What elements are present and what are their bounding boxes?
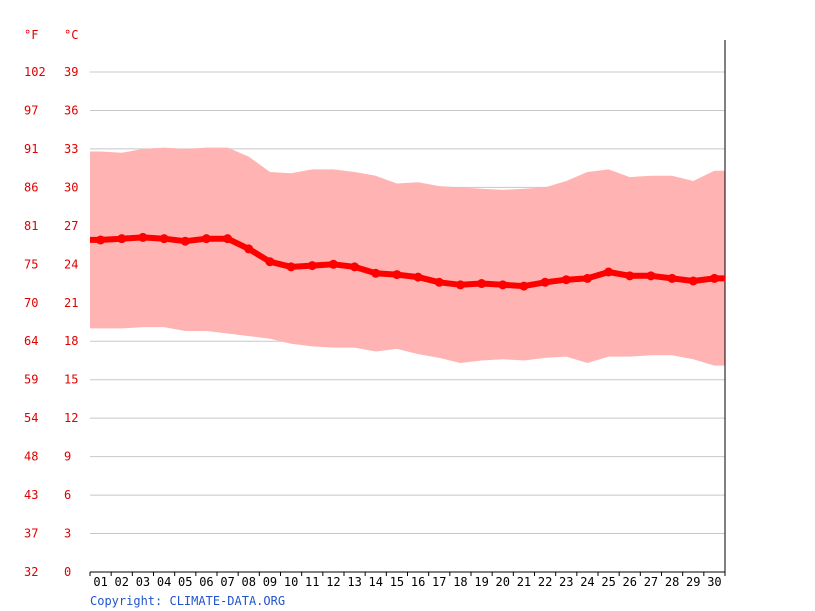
- axes: [89, 40, 726, 576]
- data-point: [307, 261, 317, 271]
- y-tick-celsius: 21: [64, 296, 78, 310]
- data-point: [455, 280, 465, 290]
- x-tick-label: 16: [411, 575, 425, 589]
- x-tick-label: 11: [305, 575, 319, 589]
- data-point: [244, 244, 254, 254]
- data-point: [201, 234, 211, 244]
- data-point: [159, 234, 169, 244]
- y-tick-celsius: 15: [64, 373, 78, 387]
- unit-celsius-label: °C: [64, 28, 78, 42]
- x-tick-label: 08: [242, 575, 256, 589]
- x-tick-label: 18: [453, 575, 467, 589]
- y-tick-fahrenheit: 37: [24, 527, 38, 541]
- data-point: [350, 262, 360, 272]
- y-tick-celsius: 27: [64, 219, 78, 233]
- x-tick-label: 27: [644, 575, 658, 589]
- data-point: [709, 273, 719, 283]
- axis-labels: 3910236973391308627812475217018641559125…: [24, 65, 722, 589]
- x-tick-label: 10: [284, 575, 298, 589]
- data-point: [519, 281, 529, 291]
- x-tick-label: 30: [707, 575, 721, 589]
- data-point: [117, 234, 127, 244]
- data-point: [413, 272, 423, 282]
- x-tick-label: 29: [686, 575, 700, 589]
- x-tick-label: 24: [580, 575, 594, 589]
- data-point: [371, 268, 381, 278]
- x-tick-label: 03: [136, 575, 150, 589]
- y-tick-celsius: 30: [64, 180, 78, 194]
- mean-temperature-points: [96, 232, 719, 291]
- data-point: [667, 273, 677, 283]
- data-point: [392, 270, 402, 280]
- x-tick-label: 23: [559, 575, 573, 589]
- y-tick-fahrenheit: 64: [24, 334, 38, 348]
- y-tick-celsius: 9: [64, 450, 71, 464]
- data-point: [223, 234, 233, 244]
- y-tick-fahrenheit: 48: [24, 450, 38, 464]
- y-tick-fahrenheit: 54: [24, 411, 38, 425]
- y-tick-celsius: 33: [64, 142, 78, 156]
- x-tick-label: 20: [496, 575, 510, 589]
- x-tick-label: 04: [157, 575, 171, 589]
- x-tick-label: 21: [517, 575, 531, 589]
- data-point: [561, 275, 571, 285]
- x-tick-label: 05: [178, 575, 192, 589]
- data-point: [434, 277, 444, 287]
- data-point: [477, 279, 487, 289]
- y-tick-fahrenheit: 75: [24, 257, 38, 271]
- temperature-range-band: [90, 147, 725, 366]
- y-tick-celsius: 24: [64, 257, 78, 271]
- data-point: [582, 273, 592, 283]
- data-point: [96, 235, 106, 245]
- x-tick-label: 26: [623, 575, 637, 589]
- y-tick-fahrenheit: 97: [24, 103, 38, 117]
- y-tick-celsius: 6: [64, 488, 71, 502]
- copyright-text[interactable]: Copyright: CLIMATE-DATA.ORG: [90, 594, 285, 608]
- data-point: [646, 271, 656, 281]
- x-tick-label: 25: [601, 575, 615, 589]
- y-tick-fahrenheit: 81: [24, 219, 38, 233]
- x-tick-label: 14: [369, 575, 383, 589]
- x-tick-label: 07: [220, 575, 234, 589]
- x-tick-label: 01: [93, 575, 107, 589]
- x-tick-label: 15: [390, 575, 404, 589]
- data-point: [498, 280, 508, 290]
- y-tick-celsius: 39: [64, 65, 78, 79]
- x-tick-label: 22: [538, 575, 552, 589]
- y-tick-celsius: 12: [64, 411, 78, 425]
- y-tick-fahrenheit: 102: [24, 65, 46, 79]
- y-tick-fahrenheit: 91: [24, 142, 38, 156]
- data-point: [328, 259, 338, 269]
- data-point: [604, 267, 614, 277]
- y-tick-celsius: 18: [64, 334, 78, 348]
- y-tick-fahrenheit: 32: [24, 565, 38, 579]
- y-tick-fahrenheit: 86: [24, 180, 38, 194]
- x-tick-label: 09: [263, 575, 277, 589]
- x-tick-label: 12: [326, 575, 340, 589]
- x-tick-label: 28: [665, 575, 679, 589]
- x-tick-label: 06: [199, 575, 213, 589]
- y-tick-fahrenheit: 43: [24, 488, 38, 502]
- y-tick-celsius: 3: [64, 527, 71, 541]
- data-point: [688, 276, 698, 286]
- data-point: [286, 262, 296, 272]
- data-point: [540, 277, 550, 287]
- data-point: [265, 257, 275, 267]
- data-point: [625, 271, 635, 281]
- x-tick-label: 19: [474, 575, 488, 589]
- x-tick-label: 17: [432, 575, 446, 589]
- x-tick-label: 13: [347, 575, 361, 589]
- y-tick-fahrenheit: 70: [24, 296, 38, 310]
- y-tick-celsius: 36: [64, 103, 78, 117]
- data-point: [180, 236, 190, 246]
- y-tick-celsius: 0: [64, 565, 71, 579]
- x-tick-label: 02: [115, 575, 129, 589]
- data-point: [138, 232, 148, 242]
- unit-fahrenheit-label: °F: [24, 28, 38, 42]
- y-tick-fahrenheit: 59: [24, 373, 38, 387]
